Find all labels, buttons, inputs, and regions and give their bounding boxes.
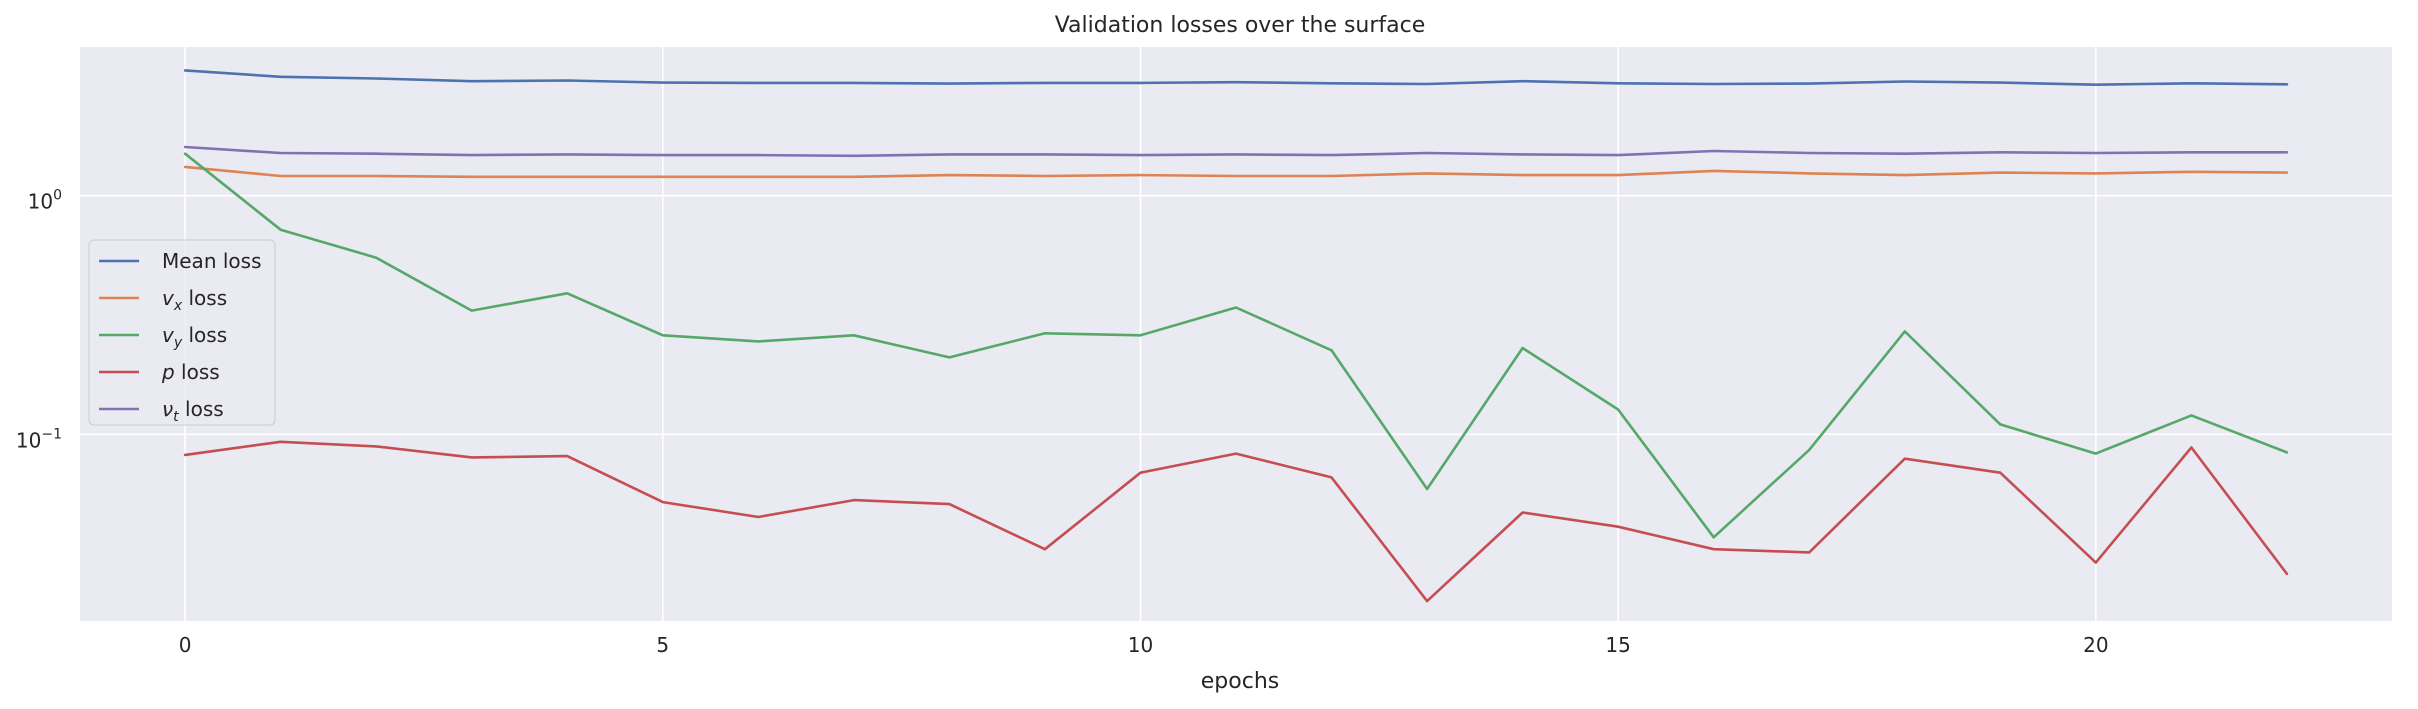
series-line-0 <box>183 69 2289 86</box>
legend-label: νt loss <box>162 397 224 425</box>
y-tick-label: 10−1 <box>16 426 62 452</box>
series-line-3 <box>183 440 2289 603</box>
x-axis-label: epochs <box>1201 669 1279 694</box>
chart-title: Validation losses over the surface <box>1055 13 1426 38</box>
x-tick-label: 20 <box>2083 633 2108 657</box>
series-line-4 <box>183 145 2289 158</box>
legend-label: p loss <box>161 360 220 384</box>
legend-label: vx loss <box>162 286 227 314</box>
series-line-2 <box>183 152 2289 539</box>
x-tick-label: 10 <box>1128 633 1153 657</box>
legend-label: Mean loss <box>162 249 261 273</box>
legend: Mean loss vx loss vy loss p loss νt loss <box>88 239 276 426</box>
plot-area <box>80 47 2392 621</box>
grid <box>80 47 2392 621</box>
x-axis-ticks: 0 5 10 15 20 <box>179 633 2109 657</box>
x-tick-label: 15 <box>1605 633 1630 657</box>
y-tick-label: 100 <box>28 188 62 214</box>
legend-label: vy loss <box>162 323 227 351</box>
y-axis-ticks: 10−1 100 <box>16 188 62 453</box>
series-line-1 <box>183 165 2289 179</box>
x-tick-label: 0 <box>179 633 192 657</box>
x-tick-label: 5 <box>656 633 669 657</box>
legend-box <box>88 239 276 426</box>
series-lines <box>183 69 2289 603</box>
